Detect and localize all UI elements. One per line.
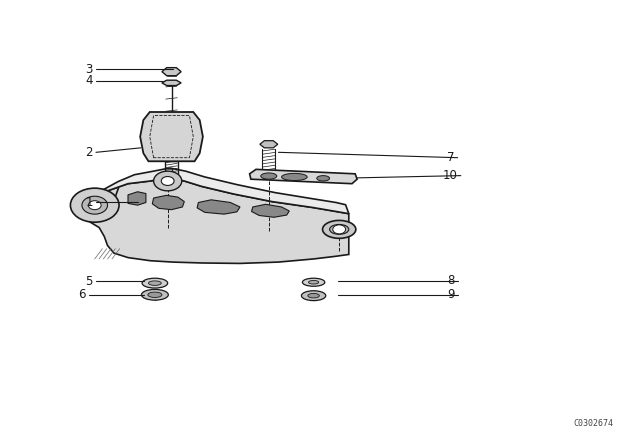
Polygon shape	[128, 192, 146, 205]
Ellipse shape	[282, 173, 307, 181]
Text: 9: 9	[447, 288, 454, 302]
Text: 5: 5	[85, 275, 93, 288]
Polygon shape	[90, 168, 349, 214]
Ellipse shape	[308, 293, 319, 298]
Ellipse shape	[148, 292, 162, 297]
Text: 6: 6	[78, 288, 86, 302]
Polygon shape	[162, 80, 181, 86]
Circle shape	[88, 201, 101, 210]
Circle shape	[154, 171, 182, 191]
Ellipse shape	[148, 281, 161, 285]
Text: 8: 8	[447, 274, 454, 288]
Polygon shape	[197, 200, 240, 214]
Polygon shape	[260, 141, 278, 148]
Text: 3: 3	[85, 63, 93, 76]
Circle shape	[70, 188, 119, 222]
Text: 4: 4	[85, 74, 93, 87]
Ellipse shape	[308, 280, 319, 284]
Ellipse shape	[303, 278, 325, 286]
Ellipse shape	[301, 291, 326, 301]
Ellipse shape	[142, 278, 168, 288]
Ellipse shape	[323, 220, 356, 238]
Polygon shape	[162, 68, 181, 76]
Ellipse shape	[141, 289, 168, 300]
Polygon shape	[90, 178, 349, 263]
Polygon shape	[152, 195, 184, 210]
Text: 7: 7	[447, 151, 454, 164]
Polygon shape	[250, 169, 357, 184]
Ellipse shape	[330, 224, 349, 234]
Circle shape	[333, 225, 346, 234]
Circle shape	[82, 196, 108, 214]
Circle shape	[161, 177, 174, 185]
Polygon shape	[140, 112, 203, 161]
Text: 1: 1	[85, 196, 93, 209]
Ellipse shape	[261, 173, 277, 179]
Text: 2: 2	[85, 146, 93, 159]
Ellipse shape	[317, 176, 330, 181]
Polygon shape	[252, 204, 289, 217]
Text: 10: 10	[443, 169, 458, 182]
Text: C0302674: C0302674	[573, 419, 613, 428]
